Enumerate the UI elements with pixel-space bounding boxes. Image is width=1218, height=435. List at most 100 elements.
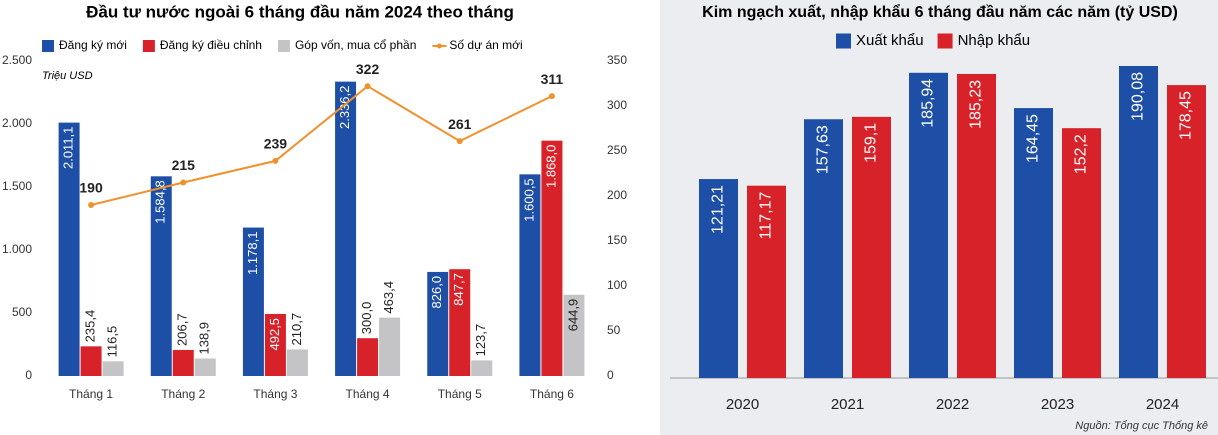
point-label: 239: [264, 136, 288, 152]
bar: [804, 119, 843, 378]
value-label: 121,21: [710, 185, 727, 234]
value-label: 2.336,2: [337, 86, 352, 129]
legend-label: Số dự án mới: [449, 38, 522, 52]
bar: [1167, 85, 1206, 378]
line: [90, 84, 553, 206]
x-tick-label: Tháng 2: [161, 387, 205, 401]
bar: [957, 73, 996, 378]
value-label: 1.178,1: [245, 232, 260, 275]
value-label: 826,0: [429, 276, 444, 309]
value-label: 185,23: [968, 80, 985, 129]
y-tick-label: 1.000: [2, 242, 32, 256]
value-label: 1.584,8: [153, 180, 168, 223]
legend-label: Đăng ký mới: [59, 38, 127, 52]
point-label: 190: [79, 180, 103, 196]
bar: [471, 360, 493, 376]
value-label: 116,5: [105, 326, 120, 358]
x-tick-label: 2022: [936, 396, 969, 413]
legend-swatch: [436, 43, 442, 49]
value-label: 164,45: [1025, 114, 1042, 163]
y2-tick-label: 100: [607, 278, 627, 292]
legend-swatch: [836, 33, 851, 49]
y2-tick-label: 50: [607, 323, 621, 337]
bar: [242, 227, 264, 376]
bar: [699, 179, 738, 378]
value-label: 206,7: [175, 313, 190, 346]
line-point: [548, 93, 555, 100]
point-label: 215: [172, 157, 196, 173]
x-tick-label: Tháng 5: [438, 387, 482, 401]
bar: [1119, 66, 1158, 378]
y-tick-label: 1.500: [2, 179, 32, 193]
bar: [286, 349, 308, 376]
bar: [357, 338, 379, 376]
value-label: 185,94: [920, 79, 937, 128]
line-point: [456, 138, 463, 145]
y2-tick-label: 300: [607, 98, 627, 112]
bar: [563, 294, 585, 376]
x-tick-label: Tháng 6: [530, 387, 574, 401]
value-label: 210,7: [289, 313, 304, 346]
bar: [80, 346, 102, 376]
bar: [335, 81, 357, 377]
x-tick-label: 2024: [1146, 396, 1179, 413]
line-point: [364, 83, 371, 90]
x-tick-label: 2023: [1041, 396, 1074, 413]
bar: [102, 361, 124, 376]
value-label: 159,1: [863, 123, 880, 163]
legend-label: Xuất khẩu: [856, 32, 924, 49]
x-tick-label: 2020: [726, 396, 759, 413]
y-tick-label: 0: [25, 368, 32, 382]
bar: [449, 269, 471, 376]
bar: [1014, 108, 1053, 378]
value-label: 152,2: [1073, 134, 1090, 174]
legend-swatch: [277, 40, 290, 52]
source: Nguồn: Tổng cục Thống kê: [1075, 420, 1208, 432]
value-label: 1.600,5: [521, 178, 536, 221]
bar: [58, 122, 80, 376]
value-label: 1.868,0: [543, 145, 558, 188]
legend-swatch: [937, 33, 953, 49]
value-label: 157,63: [815, 125, 832, 174]
line-point: [272, 157, 279, 164]
legend-label: Nhập khẩu: [958, 32, 1031, 49]
y2-tick-label: 0: [607, 368, 614, 382]
legend-swatch: [142, 40, 155, 52]
y2-tick-label: 250: [607, 143, 627, 157]
value-label: 190,08: [1130, 72, 1147, 121]
bar: [519, 174, 541, 376]
line-point: [180, 179, 187, 186]
bar: [172, 349, 194, 376]
legend-swatch: [42, 40, 54, 52]
y2-tick-label: 200: [607, 188, 627, 202]
point-label: 311: [541, 71, 564, 87]
legend-label: Góp vốn, mua cổ phần: [295, 38, 416, 52]
x-tick-label: Tháng 1: [69, 387, 113, 401]
value-label: 300,0: [359, 302, 374, 335]
point-label: 322: [356, 61, 380, 77]
bar: [1062, 128, 1101, 378]
bar: [264, 313, 286, 376]
chart-title: Kim ngạch xuất, nhập khẩu 6 tháng đầu nă…: [702, 3, 1178, 21]
value-label: 492,5: [267, 318, 282, 351]
bar: [909, 72, 948, 378]
point-label: 261: [448, 116, 472, 132]
line-point: [88, 202, 95, 208]
bar: [541, 140, 563, 376]
legend-label: Đăng ký điều chỉnh: [160, 38, 262, 52]
bar: [747, 185, 786, 378]
bar: [379, 317, 401, 376]
y2-tick-label: 150: [607, 233, 627, 247]
bar: [852, 116, 891, 378]
y-tick-label: 2.000: [2, 116, 32, 130]
value-label: 138,9: [197, 322, 212, 355]
value-label: 463,4: [381, 281, 396, 314]
value-label: 117,17: [758, 192, 775, 240]
bar: [150, 176, 172, 376]
y-label: Triệu USD: [42, 70, 93, 82]
y2-tick-label: 350: [607, 53, 627, 67]
y-tick-label: 500: [12, 305, 32, 319]
value-label: 644,9: [565, 299, 580, 332]
